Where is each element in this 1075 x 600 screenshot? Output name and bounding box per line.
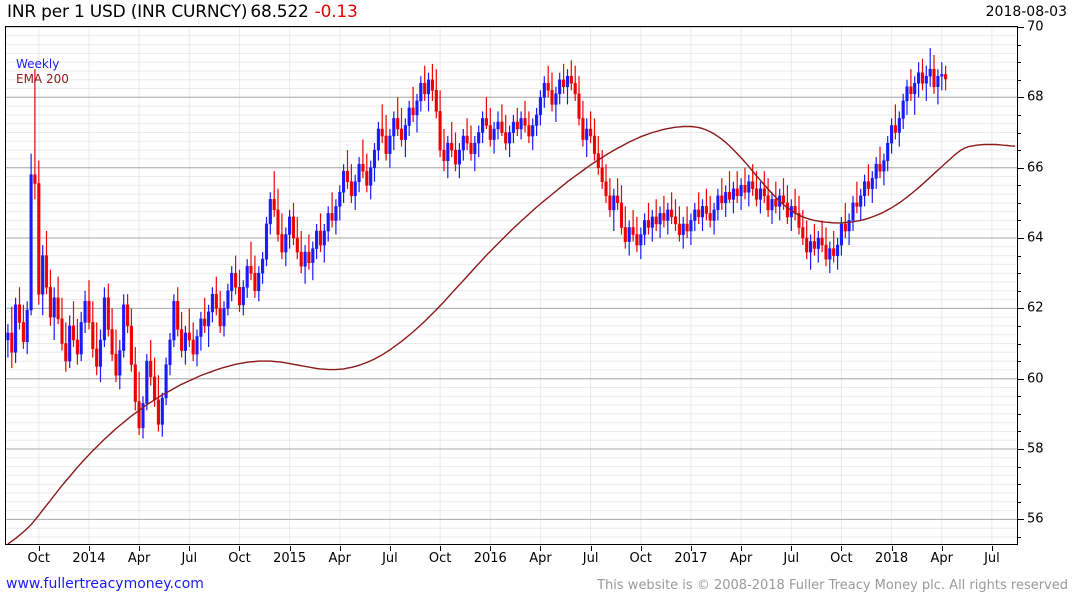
y-axis-minor-tick xyxy=(1018,273,1021,275)
y-axis-minor-tick xyxy=(1018,484,1021,486)
y-axis-minor-tick xyxy=(1018,466,1021,468)
y-axis-tick-label: 70 xyxy=(1027,19,1044,35)
y-axis-tick-mark xyxy=(1018,238,1024,240)
y-axis-minor-tick xyxy=(1018,220,1021,222)
x-axis-tick-label: 2014 xyxy=(72,551,106,566)
x-axis-tick-mark xyxy=(339,546,341,551)
x-axis-tick-label: Apr xyxy=(529,551,552,566)
y-axis-tick-mark xyxy=(1018,449,1024,451)
x-axis: Oct 2014 Apr Jul Oct 2015 Apr Jul Oct 2016 Apr Jul O… xyxy=(5,546,1019,572)
y-axis-tick-mark xyxy=(1018,378,1024,380)
y-axis-minor-tick xyxy=(1018,185,1021,187)
x-axis-tick-mark xyxy=(490,546,492,551)
chart-footer: www.fullertreacymoney.com This website i… xyxy=(0,574,1075,600)
x-axis-tick-mark xyxy=(38,546,40,551)
x-axis-tick-label: 2015 xyxy=(273,551,307,566)
x-axis-tick-mark xyxy=(941,546,943,551)
page-title: INR per 1 USD (INR CURNCY) 68.522 -0.13 xyxy=(7,2,358,22)
x-axis-tick-mark xyxy=(690,546,692,551)
y-axis-minor-tick xyxy=(1018,62,1021,64)
y-axis-minor-tick xyxy=(1018,431,1021,433)
y-axis-minor-tick xyxy=(1018,79,1021,81)
x-axis-tick-mark xyxy=(891,546,893,551)
x-axis-tick-mark xyxy=(88,546,90,551)
y-axis-tick-mark xyxy=(1018,519,1024,521)
y-axis-minor-tick xyxy=(1018,361,1021,363)
x-axis-tick-mark xyxy=(590,546,592,551)
x-axis-tick-label: Apr xyxy=(930,551,954,566)
y-axis-minor-tick xyxy=(1018,396,1021,398)
x-axis-tick-mark xyxy=(540,546,542,551)
x-axis-tick-label: Jul xyxy=(181,551,198,566)
x-axis-tick-mark xyxy=(440,546,442,551)
copyright-notice: This website is © 2008-2018 Fuller Treac… xyxy=(597,578,1068,593)
y-axis-minor-tick xyxy=(1018,343,1021,345)
x-axis-tick-mark xyxy=(289,546,291,551)
x-axis-tick-label: Jul xyxy=(984,551,1000,566)
y-axis-tick-mark xyxy=(1018,167,1024,169)
y-axis-minor-tick xyxy=(1018,325,1021,327)
last-price: 68.522 xyxy=(250,2,309,22)
y-axis-tick-label: 60 xyxy=(1027,371,1044,387)
x-axis-tick-label: Apr xyxy=(729,551,753,566)
y-axis: 56 58 60 62 64 66 68 70 xyxy=(1018,20,1075,546)
grid-minor-lines xyxy=(6,27,1017,538)
y-axis-minor-tick xyxy=(1018,132,1021,134)
x-axis-tick-mark xyxy=(640,546,642,551)
x-axis-tick-label: Apr xyxy=(328,551,352,566)
x-axis-tick-mark xyxy=(991,546,993,551)
y-axis-tick-mark xyxy=(1018,97,1024,99)
y-axis-minor-tick xyxy=(1018,536,1021,538)
y-axis-minor-tick xyxy=(1018,413,1021,415)
x-axis-tick-mark xyxy=(239,546,241,551)
price-chart[interactable]: Weekly EMA 200 xyxy=(5,26,1018,545)
price-change: -0.13 xyxy=(314,2,358,22)
y-axis-minor-tick xyxy=(1018,202,1021,204)
x-axis-tick-label: Oct xyxy=(428,551,452,566)
y-axis-tick-label: 56 xyxy=(1027,511,1044,527)
chart-date: 2018-08-03 xyxy=(985,4,1067,20)
y-axis-tick-mark xyxy=(1018,27,1024,28)
x-axis-tick-label: Jul xyxy=(582,551,599,566)
y-axis-minor-tick xyxy=(1018,44,1021,46)
x-axis-tick-mark xyxy=(841,546,843,551)
x-axis-tick-label: 2018 xyxy=(875,551,909,566)
x-axis-tick-mark xyxy=(791,546,793,551)
y-axis-tick-label: 62 xyxy=(1027,300,1044,316)
x-axis-tick-label: 2017 xyxy=(674,551,708,566)
y-axis-minor-tick xyxy=(1018,150,1021,152)
chart-header: INR per 1 USD (INR CURNCY) 68.522 -0.13 20… xyxy=(0,0,1075,26)
x-axis-tick-label: Oct xyxy=(830,551,853,566)
y-axis-minor-tick xyxy=(1018,501,1021,503)
x-axis-tick-label: Oct xyxy=(228,551,251,566)
y-axis-tick-label: 68 xyxy=(1027,89,1044,105)
y-axis-minor-tick xyxy=(1018,114,1021,116)
y-axis-tick-label: 66 xyxy=(1027,160,1044,176)
x-axis-tick-label: Apr xyxy=(127,551,151,566)
x-axis-tick-mark xyxy=(389,546,391,551)
x-axis-tick-mark xyxy=(189,546,191,551)
y-axis-tick-mark xyxy=(1018,308,1024,310)
x-axis-tick-mark xyxy=(741,546,743,551)
y-axis-tick-label: 64 xyxy=(1027,230,1044,246)
site-url-link[interactable]: www.fullertreacymoney.com xyxy=(6,576,204,592)
x-axis-tick-mark xyxy=(139,546,141,551)
y-axis-minor-tick xyxy=(1018,290,1021,292)
x-axis-tick-label: 2016 xyxy=(473,551,507,566)
candlestick-series xyxy=(6,48,948,439)
instrument-name: INR per 1 USD (INR CURNCY) xyxy=(7,2,248,22)
ema-200-line xyxy=(7,125,1016,544)
x-axis-tick-label: Oct xyxy=(629,551,653,566)
x-axis-tick-label: Oct xyxy=(27,551,51,566)
x-axis-tick-label: Jul xyxy=(382,551,398,566)
y-axis-tick-label: 58 xyxy=(1027,441,1044,457)
x-axis-tick-label: Jul xyxy=(783,551,800,566)
y-axis-minor-tick xyxy=(1018,255,1021,257)
candlestick-plot xyxy=(6,27,1017,544)
